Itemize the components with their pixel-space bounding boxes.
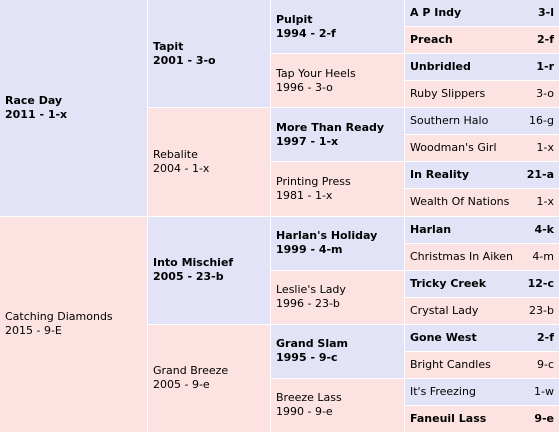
- horse-info: 4-m: [532, 249, 554, 263]
- horse-info: 23-b: [529, 303, 554, 317]
- horse-name: In Reality: [410, 168, 470, 182]
- horse-info: 1-r: [536, 60, 554, 74]
- horse-info: 1996 - 3-o: [276, 80, 333, 94]
- horse-name: Grand Slam: [276, 337, 348, 351]
- horse-cell: Tap Your Heels 1996 - 3-o: [271, 54, 405, 109]
- horse-info: 1999 - 4-m: [276, 243, 343, 257]
- horse-info: 9-e: [534, 411, 554, 425]
- horse-name: Printing Press: [276, 174, 351, 188]
- horse-info: 1994 - 2-f: [276, 26, 336, 40]
- horse-cell: Christmas In Aiken 4-m: [405, 243, 560, 271]
- horse-cell: More Than Ready 1997 - 1-x: [271, 108, 405, 163]
- horse-name: Grand Breeze: [153, 364, 229, 378]
- horse-info: 1-w: [534, 384, 554, 398]
- horse-name: Faneuil Lass: [410, 411, 487, 425]
- horse-info: 1990 - 9-e: [276, 405, 333, 419]
- horse-name: Breeze Lass: [276, 391, 342, 405]
- horse-cell: Race Day 2011 - 1-x: [0, 0, 148, 217]
- horse-info: 2-f: [536, 330, 554, 344]
- horse-info: 4-k: [534, 222, 554, 236]
- horse-name: It's Freezing: [410, 384, 476, 398]
- horse-name: Tap Your Heels: [276, 66, 356, 80]
- horse-info: 9-c: [536, 357, 554, 371]
- horse-cell: Preach 2-f: [405, 27, 560, 55]
- horse-name: More Than Ready: [276, 120, 385, 134]
- horse-info: 2005 - 23-b: [153, 270, 224, 284]
- horse-name: Bright Candles: [410, 357, 491, 371]
- horse-cell: Tapit 2001 - 3-o: [148, 0, 271, 109]
- horse-name: Harlan's Holiday: [276, 229, 378, 243]
- horse-cell: Breeze Lass 1990 - 9-e: [271, 378, 405, 433]
- horse-cell: Gone West 2-f: [405, 324, 560, 352]
- horse-cell: Unbridled 1-r: [405, 54, 560, 82]
- horse-cell: A P Indy 3-l: [405, 0, 560, 28]
- horse-info: 1997 - 1-x: [276, 134, 339, 148]
- horse-cell: Southern Halo 16-g: [405, 108, 560, 136]
- horse-cell: Pulpit 1994 - 2-f: [271, 0, 405, 55]
- horse-name: Harlan: [410, 222, 452, 236]
- horse-cell: Printing Press 1981 - 1-x: [271, 162, 405, 217]
- horse-name: Leslie's Lady: [276, 283, 346, 297]
- horse-cell: Into Mischief 2005 - 23-b: [148, 216, 271, 325]
- horse-info: 2001 - 3-o: [153, 53, 216, 67]
- horse-name: Southern Halo: [410, 114, 489, 128]
- horse-cell: Tricky Creek 12-c: [405, 270, 560, 298]
- horse-info: 2011 - 1-x: [5, 107, 68, 121]
- horse-cell: Wealth Of Nations 1-x: [405, 189, 560, 217]
- horse-name: Into Mischief: [153, 256, 234, 270]
- horse-name: Tapit: [153, 39, 184, 53]
- horse-name: Ruby Slippers: [410, 87, 486, 101]
- horse-cell: Grand Breeze 2005 - 9-e: [148, 324, 271, 433]
- horse-cell: In Reality 21-a: [405, 162, 560, 190]
- horse-info: 3-l: [538, 6, 554, 20]
- horse-info: 2-f: [536, 33, 554, 47]
- horse-cell: It's Freezing 1-w: [405, 378, 560, 406]
- horse-cell: Harlan 4-k: [405, 216, 560, 244]
- horse-info: 2015 - 9-E: [5, 324, 62, 338]
- horse-cell: Grand Slam 1995 - 9-c: [271, 324, 405, 379]
- horse-info: 1996 - 23-b: [276, 297, 340, 311]
- horse-name: Pulpit: [276, 12, 313, 26]
- horse-name: Crystal Lady: [410, 303, 479, 317]
- horse-cell: Bright Candles 9-c: [405, 351, 560, 379]
- horse-name: Unbridled: [410, 60, 471, 74]
- horse-name: Wealth Of Nations: [410, 195, 510, 209]
- horse-cell: Ruby Slippers 3-o: [405, 81, 560, 109]
- horse-name: A P Indy: [410, 6, 462, 20]
- horse-cell: Rebalite 2004 - 1-x: [148, 108, 271, 217]
- horse-name: Catching Diamonds: [5, 310, 113, 324]
- horse-info: 2004 - 1-x: [153, 161, 210, 175]
- horse-info: 1-x: [536, 195, 554, 209]
- horse-name: Christmas In Aiken: [410, 249, 513, 263]
- horse-info: 1981 - 1-x: [276, 188, 333, 202]
- horse-cell: Leslie's Lady 1996 - 23-b: [271, 270, 405, 325]
- horse-name: Tricky Creek: [410, 276, 487, 290]
- horse-name: Preach: [410, 33, 453, 47]
- horse-cell: Woodman's Girl 1-x: [405, 135, 560, 163]
- horse-cell: Harlan's Holiday 1999 - 4-m: [271, 216, 405, 271]
- horse-info: 12-c: [527, 276, 554, 290]
- horse-cell: Crystal Lady 23-b: [405, 297, 560, 325]
- horse-info: 1995 - 9-c: [276, 351, 338, 365]
- horse-name: Race Day: [5, 93, 63, 107]
- horse-info: 16-g: [529, 114, 554, 128]
- horse-name: Gone West: [410, 330, 477, 344]
- horse-info: 3-o: [536, 87, 554, 101]
- horse-cell: Catching Diamonds 2015 - 9-E: [0, 216, 148, 433]
- horse-name: Rebalite: [153, 147, 198, 161]
- horse-cell: Faneuil Lass 9-e: [405, 405, 560, 433]
- horse-info: 21-a: [526, 168, 554, 182]
- horse-info: 2005 - 9-e: [153, 378, 210, 392]
- horse-name: Woodman's Girl: [410, 141, 497, 155]
- horse-info: 1-x: [536, 141, 554, 155]
